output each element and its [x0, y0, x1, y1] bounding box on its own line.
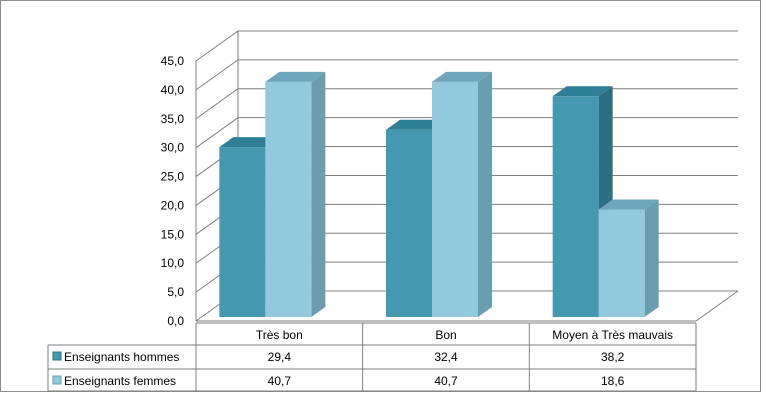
gridline	[195, 30, 738, 62]
floor-edge	[196, 290, 739, 322]
table-value: 29,4	[268, 350, 292, 364]
category-label: Moyen à Très mauvais	[552, 328, 673, 342]
bars-layer	[219, 71, 659, 318]
table-value: 32,4	[434, 350, 458, 364]
y-tick-label: 30,0	[161, 141, 185, 155]
bar-top	[265, 71, 326, 82]
y-tick-label: 35,0	[161, 112, 185, 126]
table-value: 18,6	[601, 374, 625, 388]
table-value: 40,7	[268, 374, 292, 388]
y-tick-label: 25,0	[161, 170, 185, 184]
bar-front	[386, 129, 432, 317]
category-label: Bon	[435, 328, 456, 342]
y-tick-label: 0,0	[167, 314, 184, 328]
y-tick-label: 5,0	[167, 285, 184, 299]
legend-key	[52, 351, 62, 361]
bar-top	[432, 71, 492, 82]
bar-front	[598, 209, 645, 317]
y-tick-label: 45,0	[161, 54, 185, 68]
y-tick-label: 15,0	[161, 227, 185, 241]
bar-top	[386, 119, 446, 130]
bar-side	[644, 199, 659, 317]
bar-top	[219, 137, 280, 148]
data-table: Très bon Bon Moyen à Très mauvais Enseignan…	[47, 322, 697, 392]
bar-top	[552, 86, 613, 97]
y-tick-label: 10,0	[161, 256, 185, 270]
bar-femmes-1	[432, 71, 492, 317]
y-axis-ticks: 0,0 5,0 10,0 15,0 20,0 25,0 30,0 35,0 40,0 45,0	[161, 54, 185, 328]
bar-top	[598, 199, 659, 210]
legend-key	[52, 375, 62, 385]
y-tick-label: 40,0	[161, 83, 185, 97]
series-label: Enseignants hommes	[64, 350, 179, 364]
category-label: Très bon	[256, 328, 303, 342]
bar-side	[478, 71, 492, 317]
table-value: 40,7	[434, 374, 458, 388]
bar-side	[311, 71, 326, 317]
table-value: 38,2	[601, 350, 625, 364]
bar-front	[265, 81, 312, 317]
series-label: Enseignants femmes	[64, 374, 176, 388]
y-tick-label: 20,0	[161, 198, 185, 212]
bar-femmes-0	[265, 71, 326, 317]
bar-front	[432, 81, 478, 317]
bar-front	[219, 147, 266, 317]
bar-front	[552, 96, 599, 318]
bar-femmes-2	[598, 199, 659, 317]
